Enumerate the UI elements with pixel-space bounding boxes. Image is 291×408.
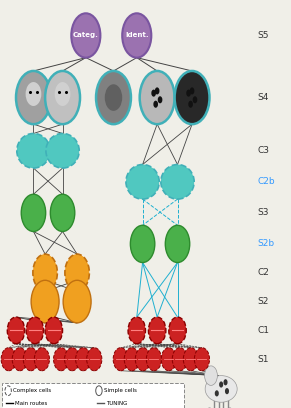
Text: C2b: C2b — [258, 177, 275, 186]
Text: S2b: S2b — [258, 239, 275, 248]
Circle shape — [7, 317, 25, 344]
Text: C2: C2 — [258, 268, 269, 277]
Circle shape — [128, 317, 146, 344]
Circle shape — [194, 348, 210, 371]
Circle shape — [151, 90, 156, 97]
Circle shape — [55, 82, 70, 106]
Circle shape — [161, 348, 176, 371]
Circle shape — [148, 317, 166, 344]
Text: TUNING: TUNING — [106, 401, 127, 406]
Circle shape — [146, 348, 162, 371]
Circle shape — [113, 348, 128, 371]
Circle shape — [23, 348, 38, 371]
Text: Simple cells: Simple cells — [104, 388, 137, 393]
Text: C1: C1 — [258, 326, 269, 335]
Text: Main routes: Main routes — [15, 401, 47, 406]
Circle shape — [65, 348, 80, 371]
Circle shape — [96, 71, 131, 124]
Text: C3: C3 — [258, 146, 269, 155]
Ellipse shape — [17, 133, 50, 168]
Circle shape — [188, 101, 193, 108]
Circle shape — [45, 317, 63, 344]
Text: S4: S4 — [258, 93, 269, 102]
Circle shape — [45, 71, 80, 124]
Circle shape — [26, 317, 44, 344]
Circle shape — [63, 280, 91, 323]
Circle shape — [96, 386, 102, 396]
Circle shape — [1, 348, 16, 371]
Text: Categ.: Categ. — [73, 33, 99, 38]
Text: S5: S5 — [258, 31, 269, 40]
Circle shape — [193, 96, 197, 103]
Text: S3: S3 — [258, 208, 269, 217]
Circle shape — [26, 82, 41, 106]
Circle shape — [54, 348, 69, 371]
Circle shape — [175, 71, 210, 124]
Text: Complex cells: Complex cells — [13, 388, 52, 393]
Circle shape — [130, 225, 155, 262]
Circle shape — [12, 348, 27, 371]
Circle shape — [140, 71, 175, 124]
Circle shape — [76, 348, 91, 371]
Text: Ident.: Ident. — [125, 33, 149, 38]
FancyBboxPatch shape — [2, 383, 184, 408]
Circle shape — [219, 381, 223, 388]
Circle shape — [16, 71, 51, 124]
Circle shape — [124, 348, 139, 371]
Circle shape — [31, 280, 59, 323]
Circle shape — [71, 13, 100, 58]
Circle shape — [50, 194, 75, 231]
Ellipse shape — [205, 376, 237, 402]
Circle shape — [158, 96, 162, 103]
Circle shape — [33, 254, 57, 291]
Circle shape — [65, 254, 89, 291]
Circle shape — [153, 101, 158, 108]
Circle shape — [135, 348, 150, 371]
Text: S2: S2 — [258, 297, 269, 306]
Circle shape — [169, 317, 186, 344]
Ellipse shape — [126, 164, 159, 199]
Text: S1: S1 — [258, 355, 269, 364]
Ellipse shape — [46, 133, 79, 168]
Circle shape — [225, 388, 229, 394]
Circle shape — [165, 225, 190, 262]
Circle shape — [122, 13, 151, 58]
Circle shape — [205, 366, 217, 386]
Ellipse shape — [161, 164, 194, 199]
Circle shape — [215, 390, 219, 397]
Circle shape — [190, 87, 194, 95]
Circle shape — [183, 348, 198, 371]
Circle shape — [155, 87, 159, 95]
Circle shape — [172, 348, 187, 371]
Circle shape — [5, 386, 11, 396]
Circle shape — [34, 348, 49, 371]
Circle shape — [21, 194, 46, 231]
Circle shape — [223, 379, 228, 386]
Circle shape — [105, 84, 122, 111]
Circle shape — [186, 90, 191, 97]
Circle shape — [87, 348, 102, 371]
